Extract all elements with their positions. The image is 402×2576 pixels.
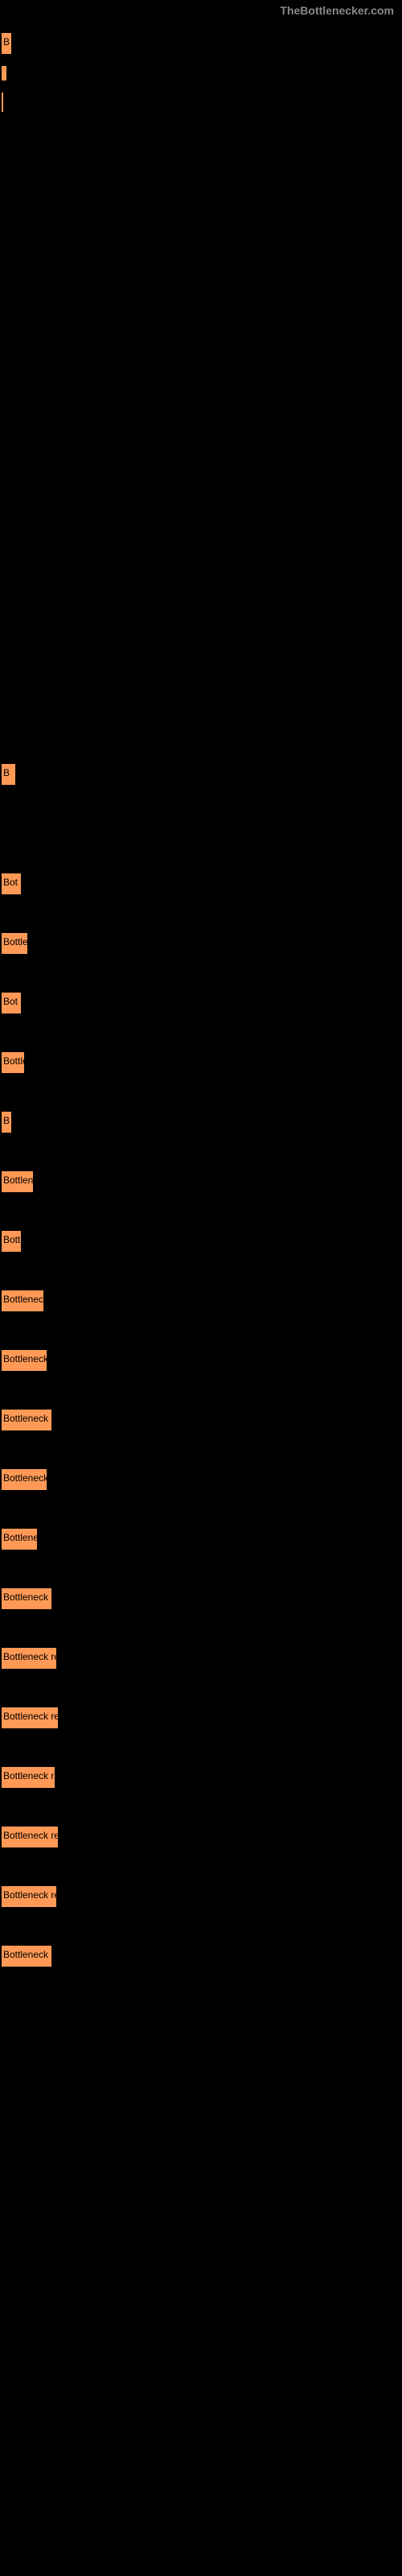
bar-row: Bottleneck result xyxy=(0,1886,402,1907)
spacer xyxy=(0,797,402,861)
bar-row: B xyxy=(0,33,402,54)
bottleneck-bar: Bottle xyxy=(2,1052,24,1073)
bar-row: Bottleneck resu xyxy=(0,1410,402,1430)
bar-row: Bottleneck result xyxy=(0,1707,402,1728)
bottleneck-bar: Bottleneck res xyxy=(2,1469,47,1490)
bottleneck-bar: Bot xyxy=(2,873,21,894)
bar-row xyxy=(0,66,402,80)
bottleneck-bar: Bottleneck result xyxy=(2,1827,58,1847)
bar-row: Bottleneck res xyxy=(0,1469,402,1490)
bottleneck-bar: Bottlene xyxy=(2,1171,33,1192)
bottleneck-bar: Bottleneck result xyxy=(2,1648,56,1669)
bottleneck-bar: Bottleneck resu xyxy=(2,1410,51,1430)
bar-row xyxy=(0,93,402,112)
bottleneck-bar: Bottleneck result xyxy=(2,1707,58,1728)
bottleneck-bar: Bott xyxy=(2,1231,21,1252)
bottleneck-bar xyxy=(2,93,3,112)
bar-row: Bottleneck result xyxy=(0,1827,402,1847)
bars-section: B B Bot Bottlen Bot Bottle B Bottlene Bott Bottle… xyxy=(0,33,402,1967)
bar-row: Bottleneck result xyxy=(0,1648,402,1669)
bar-row: Bottlene xyxy=(0,1171,402,1192)
bar-row: Bottle xyxy=(0,1052,402,1073)
bar-row: Bot xyxy=(0,873,402,894)
bottleneck-bar: Bottleneck xyxy=(2,1529,37,1550)
bar-row: Bottleneck resu xyxy=(0,1946,402,1967)
bar-row: Bottleneck r xyxy=(0,1290,402,1311)
bottleneck-bar: Bottleneck result xyxy=(2,1886,56,1907)
bar-row: B xyxy=(0,1112,402,1133)
bottleneck-bar: Bottleneck result xyxy=(2,1767,55,1788)
bottleneck-bar: B xyxy=(2,33,11,54)
bar-row: Bottleneck re xyxy=(0,1350,402,1371)
bar-row: Bott xyxy=(0,1231,402,1252)
bottleneck-bar: B xyxy=(2,1112,11,1133)
bottleneck-bar: Bottleneck resu xyxy=(2,1946,51,1967)
bar-row: Bottleneck xyxy=(0,1529,402,1550)
bottleneck-bar: B xyxy=(2,764,15,785)
bottleneck-bar: Bottleneck resu xyxy=(2,1588,51,1609)
bottleneck-bar: Bot xyxy=(2,993,21,1013)
bottleneck-bar xyxy=(2,66,6,80)
bottleneck-bar: Bottleneck re xyxy=(2,1350,47,1371)
bar-row: Bottlen xyxy=(0,933,402,954)
bar-row: Bottleneck resu xyxy=(0,1588,402,1609)
bar-row: B xyxy=(0,764,402,785)
bar-row: Bot xyxy=(0,993,402,1013)
bottleneck-bar: Bottlen xyxy=(2,933,27,954)
bottleneck-bar: Bottleneck r xyxy=(2,1290,43,1311)
spacer xyxy=(0,124,402,752)
bar-row: Bottleneck result xyxy=(0,1767,402,1788)
watermark-text: TheBottlenecker.com xyxy=(0,0,402,21)
